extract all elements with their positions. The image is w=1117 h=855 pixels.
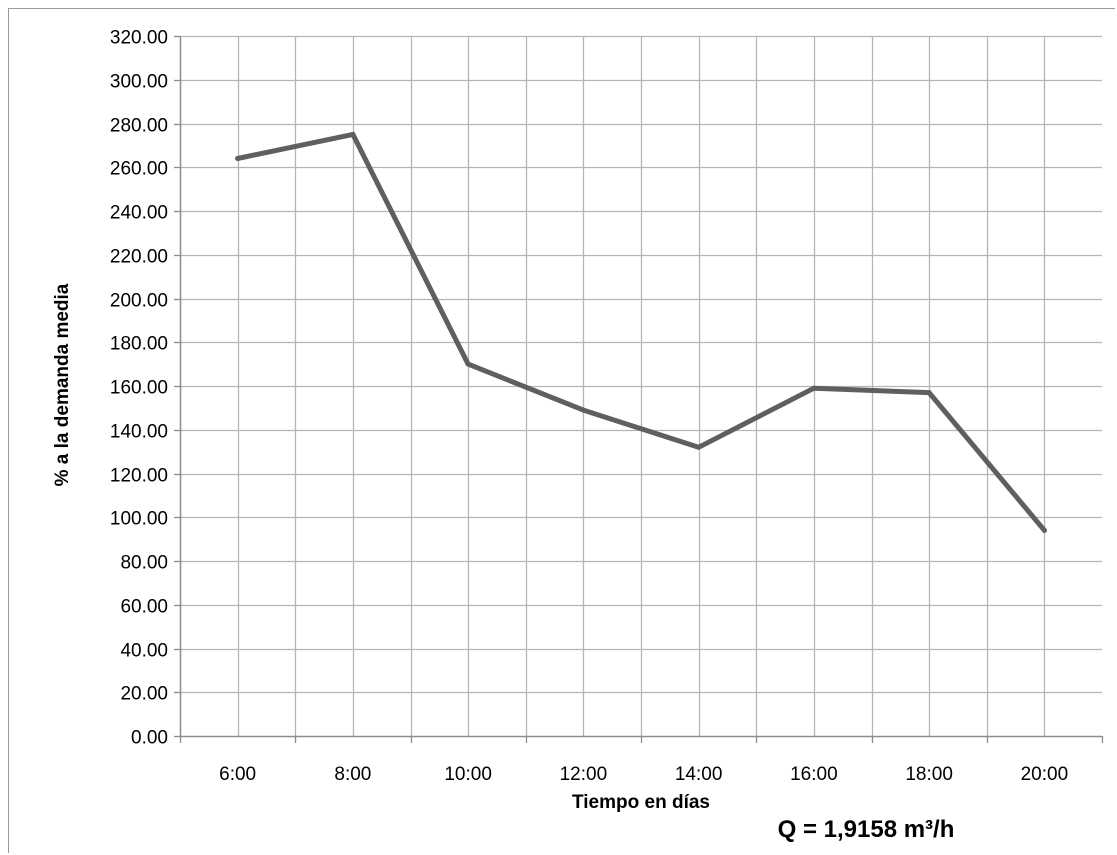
- y-tick-label: 200.00: [110, 291, 168, 312]
- y-tick-label: 160.00: [110, 378, 168, 399]
- y-tick-label: 40.00: [120, 641, 168, 662]
- x-tick-label: 12:00: [560, 764, 608, 785]
- y-tick-label: 300.00: [110, 72, 168, 93]
- x-tick-label: 14:00: [675, 764, 723, 785]
- y-tick-label: 0.00: [131, 728, 168, 749]
- x-axis-title: Tiempo en días: [572, 792, 710, 813]
- y-tick-label: 280.00: [110, 116, 168, 137]
- x-tick-labels: 6:00 8:00 10:00 12:00 14:00 16:00 18:00 20:00: [219, 764, 1068, 785]
- y-tick-label: 180.00: [110, 334, 168, 355]
- data-point: [696, 444, 702, 450]
- x-tick-label: 18:00: [905, 764, 953, 785]
- y-tick-label: 240.00: [110, 203, 168, 224]
- data-point: [811, 385, 817, 391]
- series-line: [235, 131, 1047, 533]
- y-tick-label: 120.00: [110, 466, 168, 487]
- y-tick-label: 220.00: [110, 247, 168, 268]
- y-tick-labels: 0.00 20.00 40.00 60.00 80.00 100.00 120.00 140.…: [110, 28, 168, 749]
- y-tick-label: 260.00: [110, 159, 168, 180]
- data-point: [350, 131, 356, 137]
- data-point: [580, 407, 586, 413]
- x-tick-label: 16:00: [790, 764, 838, 785]
- data-point: [1041, 527, 1047, 533]
- y-tick-label: 140.00: [110, 422, 168, 443]
- y-tick-label: 20.00: [120, 684, 168, 705]
- axes: [174, 35, 1104, 743]
- y-axis-title: % a la demanda media: [52, 283, 73, 486]
- flow-rate-annotation: Q = 1,9158 m³/h: [778, 816, 955, 843]
- series-lines: [235, 131, 1047, 533]
- data-point: [926, 390, 932, 396]
- data-point: [235, 156, 241, 161]
- x-tick-label: 6:00: [219, 764, 256, 785]
- y-tick-label: 80.00: [120, 553, 168, 574]
- y-tick-label: 60.00: [120, 597, 168, 618]
- data-point: [465, 361, 471, 367]
- y-tick-label: 100.00: [110, 509, 168, 530]
- x-tick-label: 20:00: [1021, 764, 1069, 785]
- y-tick-label: 320.00: [110, 28, 168, 49]
- x-tick-label: 8:00: [334, 764, 371, 785]
- x-tick-label: 10:00: [444, 764, 492, 785]
